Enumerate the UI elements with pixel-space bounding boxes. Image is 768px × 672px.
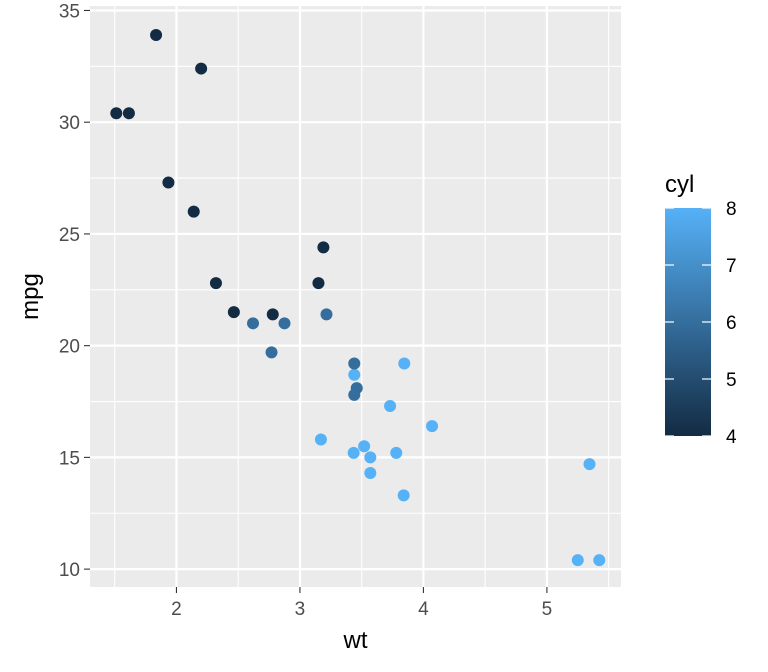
data-point [398,357,411,370]
data-point [426,420,439,433]
legend-tick-label: 8 [726,199,737,220]
data-point [364,467,377,480]
data-point [317,241,330,254]
data-point [209,277,222,290]
data-point [348,388,361,401]
data-point [314,433,327,446]
y-axis-title: mpg [17,273,44,320]
legend-ticks: 4 5 6 7 8 [665,199,737,448]
legend-tick-label: 5 [726,370,737,391]
data-point [571,554,584,567]
data-point [348,368,361,381]
data-point [347,446,360,459]
data-point [110,107,123,120]
y-tick-label: 35 [59,1,80,22]
data-point [122,107,135,120]
data-point [187,205,200,218]
data-point [227,306,240,319]
data-point [162,176,175,189]
legend-tick-label: 6 [726,313,737,334]
data-point [150,29,163,42]
data-point [583,458,596,471]
x-tick-label: 5 [542,599,553,620]
x-tick-label: 3 [295,599,306,620]
legend-tick-label: 4 [726,427,737,448]
data-point [384,399,397,412]
data-point [266,308,279,321]
y-tick-label: 10 [59,560,80,581]
data-point [390,446,403,459]
data-points [110,29,606,567]
data-point [320,308,333,321]
x-tick-label: 4 [418,599,429,620]
y-tick-label: 15 [59,448,80,469]
x-tick-label: 2 [171,599,182,620]
data-point [358,440,371,453]
minor-gridlines [90,6,621,587]
legend: cyl 4 5 6 7 8 [665,171,737,448]
y-tick-label: 30 [59,113,80,134]
data-point [312,277,325,290]
legend-tick-label: 7 [726,256,737,277]
data-point [195,62,208,75]
legend-title: cyl [665,171,694,198]
data-point [265,346,278,359]
y-tick-label: 25 [59,225,80,246]
plot-panel [90,6,621,587]
data-point [278,317,291,330]
data-point [593,554,606,567]
data-point [364,451,377,464]
data-point [247,317,260,330]
data-point [348,357,361,370]
y-axis: 10 15 20 25 30 35 [59,1,90,581]
x-axis-title: wt [343,627,368,654]
data-point [397,489,410,502]
y-tick-label: 20 [59,337,80,358]
x-axis: 2 3 4 5 [171,587,552,620]
major-gridlines [90,6,621,587]
